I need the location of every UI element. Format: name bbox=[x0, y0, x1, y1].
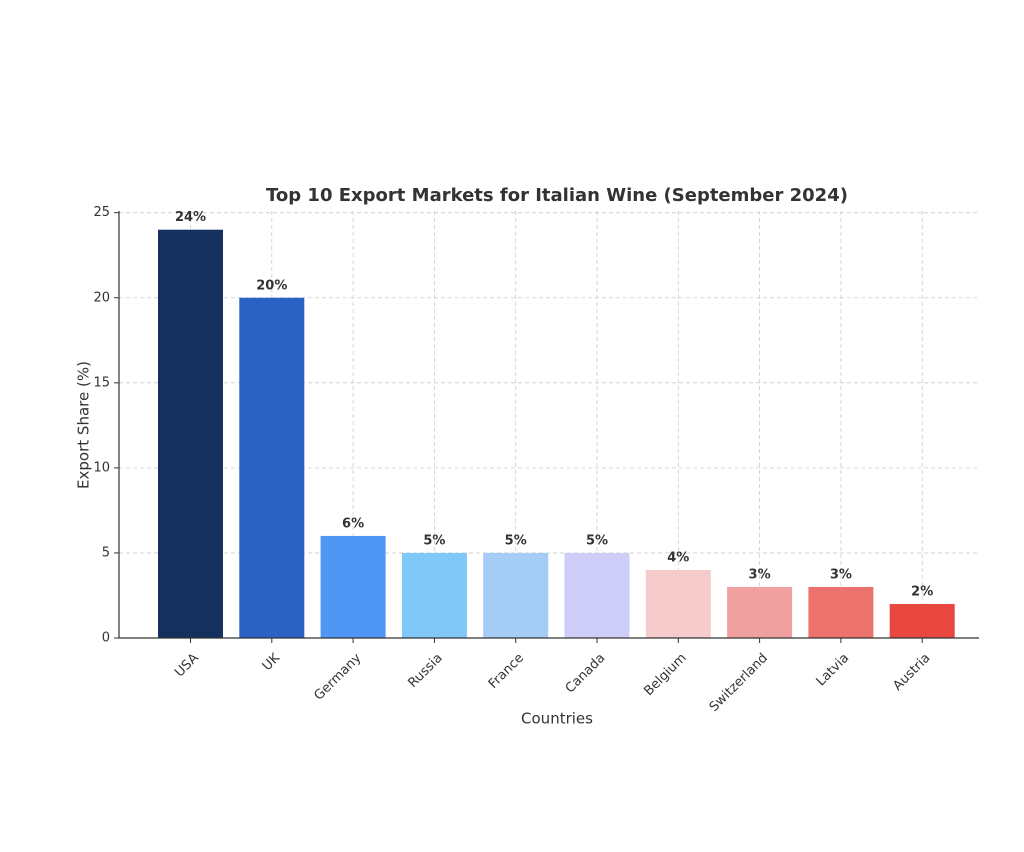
data-label: 5% bbox=[586, 533, 608, 548]
bar bbox=[645, 569, 711, 638]
x-tick-label: Latvia bbox=[814, 651, 853, 690]
data-label: 3% bbox=[830, 567, 852, 582]
y-tick-label: 0 bbox=[102, 631, 110, 646]
x-tick-label: Canada bbox=[563, 651, 609, 697]
bar bbox=[727, 586, 793, 638]
y-tick-label: 15 bbox=[93, 375, 110, 390]
bar bbox=[483, 552, 549, 638]
data-label: 6% bbox=[342, 516, 364, 531]
x-tick-label: France bbox=[486, 651, 527, 692]
x-axis-label: Countries bbox=[521, 710, 593, 728]
x-tick-label: Belgium bbox=[641, 651, 689, 699]
x-tick-label: UK bbox=[260, 650, 284, 674]
x-tick-label: Switzerland bbox=[707, 651, 771, 715]
bar bbox=[889, 603, 955, 638]
data-label: 20% bbox=[256, 278, 287, 293]
bar bbox=[158, 229, 223, 639]
bar bbox=[320, 535, 386, 638]
y-tick-label: 10 bbox=[93, 460, 110, 475]
chart-title: Top 10 Export Markets for Italian Wine (… bbox=[266, 185, 848, 206]
bar bbox=[808, 586, 874, 638]
x-tick-label: Russia bbox=[406, 651, 446, 691]
x-tick-label: Germany bbox=[312, 650, 365, 703]
data-label: 3% bbox=[749, 567, 771, 582]
data-label: 5% bbox=[505, 533, 527, 548]
y-tick-label: 20 bbox=[93, 290, 110, 305]
x-tick-label: Austria bbox=[890, 651, 933, 694]
data-label: 2% bbox=[911, 584, 933, 599]
y-tick-label: 5 bbox=[102, 545, 110, 560]
y-axis-label: Export Share (%) bbox=[75, 361, 93, 489]
data-label: 5% bbox=[423, 533, 445, 548]
y-tick-label: 25 bbox=[93, 205, 110, 220]
x-tick-label: USA bbox=[172, 651, 202, 681]
bar bbox=[239, 297, 305, 638]
bar bbox=[564, 552, 630, 638]
bar bbox=[401, 552, 467, 638]
data-label: 24% bbox=[175, 210, 206, 225]
data-label: 4% bbox=[667, 550, 689, 565]
